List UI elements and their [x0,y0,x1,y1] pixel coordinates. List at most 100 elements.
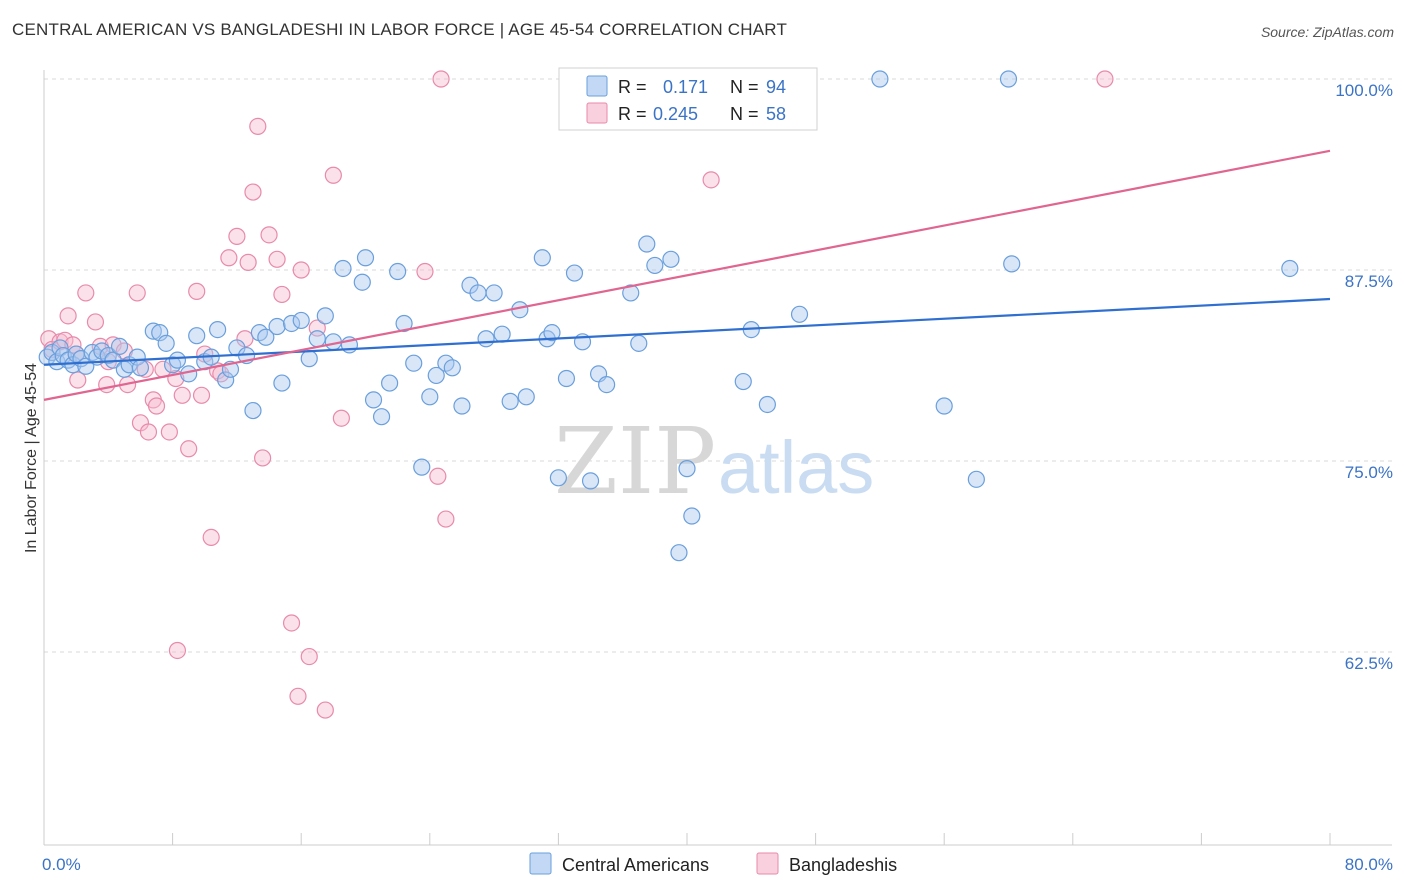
point-pink-46 [168,641,187,660]
point-blue-78 [598,376,616,394]
bottom-legend-swatch-blue [529,852,552,875]
point-blue-55 [413,458,431,476]
point-blue-1 [43,343,61,362]
point-blue-22 [157,334,175,352]
point-blue-65 [493,325,511,343]
point-pink-22 [173,386,191,404]
point-blue-76 [581,472,600,490]
point-pink-6 [69,371,87,389]
point-blue-74 [565,264,584,282]
grid-lines [44,78,1392,653]
point-blue-20 [144,322,162,340]
point-blue-93 [999,70,1018,88]
point-pink-44 [324,166,342,184]
point-pink-29 [220,249,238,267]
point-blue-48 [356,249,375,267]
point-pink-39 [289,687,307,705]
point-pink-24 [188,282,206,300]
point-pink-18 [147,397,166,415]
bottom-legend-swatch-pink [756,852,779,875]
point-blue-72 [549,469,568,487]
point-blue-23 [164,356,182,374]
trend-lines [43,149,1331,401]
point-blue-40 [292,311,310,330]
point-blue-49 [364,391,383,409]
point-blue-79 [622,284,640,302]
point-blue-89 [790,305,809,323]
point-blue-69 [533,249,551,267]
point-pink-27 [202,528,220,547]
y-tick-label-1: 75.0% [1345,463,1393,482]
point-pink-48 [429,467,447,485]
bottom-legend: Central Americans Bangladeshis [529,852,897,875]
series-bangladeshis-points [40,70,1114,719]
point-blue-47 [353,273,371,291]
point-blue-19 [131,359,150,377]
point-blue-92 [967,470,985,488]
x-tick-labels: 0.0% 80.0% [42,855,1393,874]
point-blue-26 [188,327,206,345]
point-pink-37 [273,285,291,304]
trend-line-pink [43,149,1331,401]
point-blue-60 [453,397,471,415]
point-blue-63 [477,330,495,348]
trend-line-blue [43,297,1331,366]
y-tick-label-0: 62.5% [1345,654,1393,673]
y-axis-label: In Labor Force | Age 45-54 [23,363,40,553]
point-blue-51 [381,374,399,392]
point-pink-34 [254,449,272,467]
point-pink-40 [292,261,310,279]
point-blue-64 [485,284,503,302]
point-pink-5 [64,336,82,354]
legend-r-label-blue: R = [618,77,647,97]
y-tick-labels: 62.5% 75.0% 87.5% 100.0% [1335,81,1393,673]
point-pink-8 [86,313,105,331]
y-tick-label-2: 87.5% [1345,272,1393,291]
point-pink-31 [239,253,257,271]
point-blue-21 [151,324,169,342]
point-blue-39 [282,314,301,333]
legend-n-value-blue: 94 [766,77,786,97]
point-pink-30 [228,227,246,245]
axes [43,70,1392,846]
point-blue-43 [316,307,334,325]
point-pink-41 [300,647,318,666]
point-pink-50 [432,70,450,88]
point-blue-80 [630,334,648,352]
legend-n-value-pink: 58 [766,104,786,124]
point-blue-38 [273,374,291,392]
chart-source: Source: ZipAtlas.com [1260,24,1394,40]
watermark: ZIP atlas [554,408,874,515]
point-pink-7 [77,284,95,302]
watermark-atlas: atlas [718,426,874,509]
y-tick-label-3: 100.0% [1335,81,1393,100]
point-blue-84 [678,460,696,478]
point-blue-62 [469,284,487,302]
point-blue-54 [405,354,423,372]
legend-swatch-blue [586,75,608,97]
point-blue-52 [389,262,407,281]
point-pink-51 [702,171,720,189]
point-pink-36 [268,250,286,268]
legend-r-label-pink: R = [618,104,647,124]
legend-n-label-pink: N = [730,104,759,124]
legend-n-label-blue: N = [730,77,759,97]
point-pink-43 [316,701,334,719]
legend: R = 0.171 N = 94 R = 0.245 N = 58 [558,67,818,131]
point-pink-16 [139,423,158,441]
point-blue-71 [543,324,561,342]
point-blue-81 [638,235,656,253]
point-pink-32 [244,183,262,201]
x-tick-label-1: 80.0% [1345,855,1393,874]
point-blue-29 [209,320,227,339]
point-blue-94 [1003,255,1021,273]
point-blue-36 [257,328,275,346]
point-pink-49 [437,510,455,528]
point-blue-57 [427,366,445,385]
point-pink-14 [128,284,146,302]
point-blue-82 [646,256,664,275]
legend-swatch-pink [586,102,608,124]
point-blue-86 [734,372,752,391]
point-pink-52 [1096,70,1114,88]
point-pink-47 [416,262,434,281]
